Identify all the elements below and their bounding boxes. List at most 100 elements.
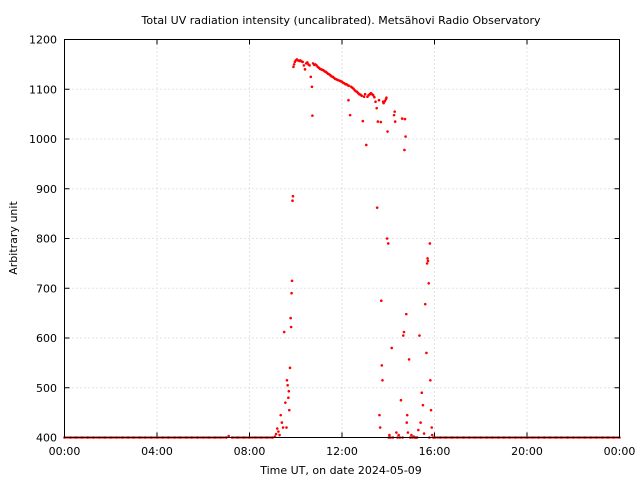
data-point (400, 117, 404, 120)
data-point (417, 428, 420, 432)
data-point (385, 237, 389, 240)
data-point (403, 148, 406, 152)
data-point (399, 398, 403, 402)
data-point (429, 378, 432, 382)
data-point (278, 433, 281, 437)
data-point (423, 302, 427, 306)
data-point (364, 143, 368, 147)
data-point (302, 64, 306, 67)
data-point (289, 325, 293, 329)
data-point (291, 194, 295, 198)
x-tick-labels: 00:00 04:00 08:00 12:00 16:00 20:00 00:00 (49, 445, 636, 458)
data-point (361, 119, 365, 123)
data-point (388, 433, 391, 437)
data-point (430, 426, 434, 429)
data-point (360, 94, 363, 98)
data-point (380, 364, 384, 367)
data-point (393, 110, 397, 113)
data-point (397, 433, 400, 437)
y-tick-labels: 400 500 600 700 800 900 1000 1100 1200 (29, 34, 57, 445)
data-point (301, 60, 304, 64)
data-point (377, 98, 381, 102)
data-point (309, 75, 313, 79)
data-point (385, 96, 388, 100)
data-point (311, 114, 314, 117)
data-point (303, 68, 307, 71)
y-tick-label: 400 (36, 432, 57, 445)
data-point (277, 430, 280, 433)
data-point (375, 206, 379, 209)
data-point (426, 259, 430, 263)
data-point (290, 279, 294, 283)
y-tick-label: 1200 (29, 34, 57, 47)
data-point (379, 120, 383, 124)
data-point (285, 378, 289, 382)
data-point (425, 262, 429, 265)
data-point (404, 135, 407, 138)
data-point (284, 401, 287, 404)
data-point (403, 117, 407, 121)
data-point (378, 426, 382, 429)
data-point (393, 120, 397, 123)
data-point (426, 257, 429, 260)
data-point (386, 130, 389, 133)
data-point (410, 433, 413, 437)
data-point (392, 113, 396, 117)
data-point (310, 85, 314, 89)
data-point (386, 242, 390, 245)
data-point (419, 421, 422, 424)
data-point (348, 113, 352, 117)
data-point (407, 358, 411, 361)
data-point (306, 61, 309, 64)
y-tick-label: 500 (36, 382, 57, 395)
x-tick-label: 04:00 (141, 445, 173, 458)
data-point (428, 242, 432, 245)
data-points (63, 58, 621, 439)
data-point (429, 408, 433, 412)
data-point (382, 101, 385, 105)
data-point (425, 351, 428, 355)
data-point (376, 120, 380, 123)
y-tick-label: 1000 (29, 133, 57, 146)
data-point (420, 391, 424, 395)
data-point (280, 421, 284, 424)
data-point (290, 291, 293, 295)
data-point (430, 433, 434, 437)
data-point (375, 106, 378, 110)
data-point (380, 299, 383, 302)
data-point (404, 312, 408, 316)
data-point (421, 403, 425, 407)
data-point (282, 330, 286, 334)
data-point (371, 93, 375, 97)
data-point (405, 421, 409, 424)
y-tick-label: 1100 (29, 83, 57, 96)
data-point (381, 378, 384, 382)
data-point (347, 84, 351, 88)
data-point (373, 95, 376, 99)
data-point (427, 281, 431, 285)
data-point (401, 334, 405, 337)
data-point (418, 334, 421, 337)
data-point (285, 426, 288, 429)
y-tick-label: 600 (36, 332, 57, 345)
data-point (362, 95, 366, 99)
data-point (363, 92, 367, 96)
data-point (281, 426, 285, 429)
x-axis-label: Time UT, on date 2024-05-09 (259, 464, 422, 477)
data-point (383, 99, 387, 103)
data-point (279, 413, 283, 417)
grid-lines (64, 39, 620, 438)
x-tick-label: 20:00 (511, 445, 543, 458)
x-tick-label: 16:00 (419, 445, 451, 458)
data-point (406, 431, 410, 434)
data-point (292, 63, 296, 66)
data-point (374, 100, 377, 103)
data-point (402, 330, 406, 334)
data-point (274, 432, 278, 436)
data-point (291, 199, 294, 202)
data-point (287, 396, 290, 400)
data-point (422, 432, 426, 435)
y-tick-label: 800 (36, 233, 57, 246)
data-point (395, 431, 398, 434)
